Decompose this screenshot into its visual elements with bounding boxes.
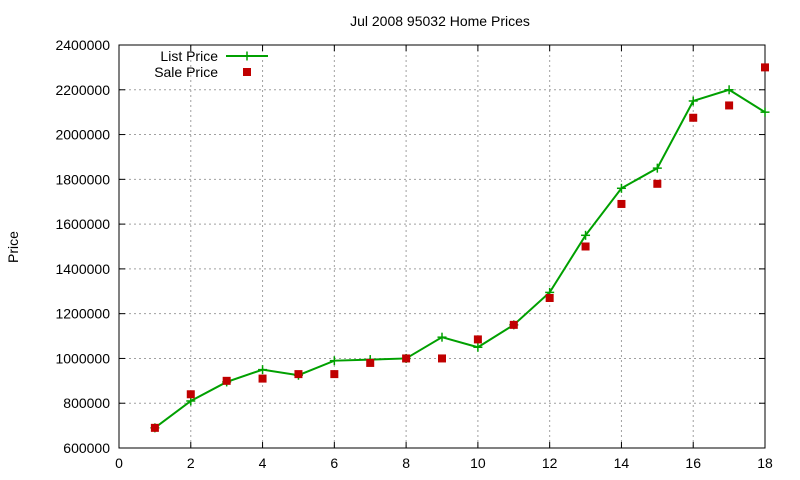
sale-price-point [150,423,159,432]
sale-price-point [438,354,446,363]
y-tick-label: 1600000 [55,216,110,232]
list-price-line [154,88,766,429]
plot-frame [118,44,766,449]
sale-price-point [617,199,626,208]
sale-price-point [689,113,698,122]
list-price-point [581,230,591,240]
y-tick-label: 1200000 [55,306,110,322]
y-tick-label: 1000000 [55,350,110,366]
list-price-point [258,365,268,375]
legend-item: Sale Price [154,64,251,80]
sale-price-point [258,374,267,383]
x-tick-label: 16 [685,455,701,471]
y-tick-label: 1400000 [55,261,110,277]
list-price-point [437,332,447,342]
legend-label: List Price [160,48,218,64]
y-tick-label: 800000 [63,395,110,411]
legend-marker [242,51,252,61]
sale-price-point [761,63,769,72]
x-tick-label: 14 [614,455,630,471]
sale-price-point [186,390,195,399]
sale-price-point [330,370,339,379]
list-price-point [688,96,698,106]
x-tick-label: 6 [330,455,338,471]
list-price-point [473,342,483,352]
list-price-point [652,163,662,173]
series-layer [150,63,770,433]
y-tick-label: 2000000 [55,127,110,143]
x-tick-label: 0 [115,455,123,471]
x-tick-label: 18 [757,455,773,471]
y-tick-label: 2200000 [55,82,110,98]
sale-price-point [725,101,734,110]
sale-price-point [473,335,482,344]
x-tick-label: 12 [542,455,558,471]
legend-marker [243,68,251,76]
list-price-point [329,356,339,366]
series-1 [150,63,769,432]
x-tick-label: 2 [187,455,195,471]
x-tick-label: 4 [259,455,267,471]
sale-price-point [294,370,303,379]
sale-price-point [366,358,375,367]
list-price-point [760,107,770,117]
axis-ticks: 0 2 4 6 8 10 12 14 16 18 600000 800000 1000000 120000… [55,37,773,471]
sale-price-point [509,320,518,329]
sale-price-point [402,354,411,363]
legend-item: List Price [160,48,268,64]
y-axis-label: Price [5,231,21,263]
y-tick-label: 600000 [63,440,110,456]
legend-label: Sale Price [154,64,218,80]
x-tick-label: 10 [470,455,486,471]
sale-price-point [581,242,590,251]
sale-price-point [545,293,554,302]
sale-price-point [222,376,231,385]
x-tick-label: 8 [402,455,410,471]
series-0 [150,85,770,433]
list-price-point [724,85,734,95]
list-price-point [616,183,626,193]
y-tick-label: 1800000 [55,171,110,187]
y-tick-label: 2400000 [55,37,110,53]
chart-title: Jul 2008 95032 Home Prices [350,13,530,29]
sale-price-point [653,179,662,188]
